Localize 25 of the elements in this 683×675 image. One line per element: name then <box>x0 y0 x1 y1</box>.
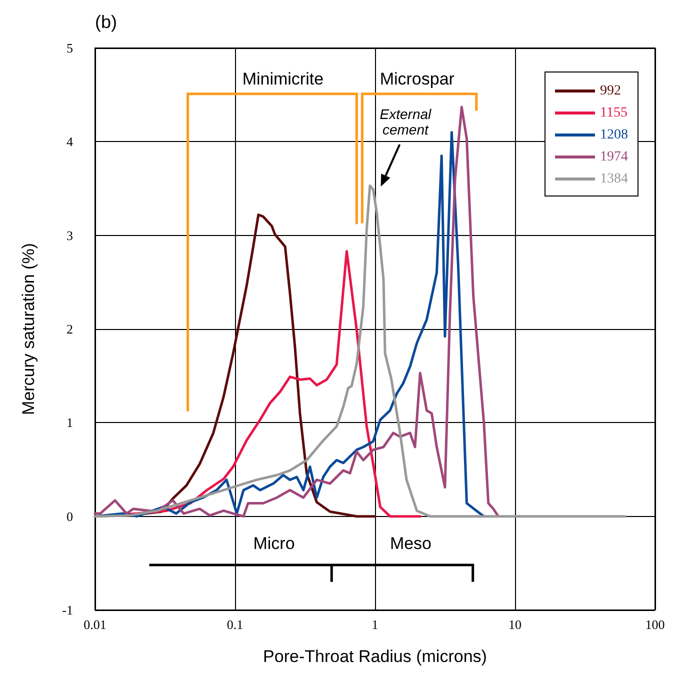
y-axis-title: Mercury saturation (%) <box>19 243 38 415</box>
annotation: Meso <box>390 534 432 553</box>
annotation: Minimicrite <box>242 69 324 88</box>
legend-label: 1974 <box>600 150 628 164</box>
x-tick-label: 0.1 <box>226 617 244 632</box>
annotation: Micro <box>253 534 295 553</box>
legend-label: 1208 <box>600 128 628 142</box>
x-tick-label: 10 <box>508 617 522 632</box>
annotation: Microspar <box>380 69 455 88</box>
x-tick-label: 1 <box>372 617 378 632</box>
chart-title: (b) <box>95 12 117 32</box>
y-tick-label: 4 <box>66 134 74 150</box>
legend-label: 1384 <box>600 172 628 186</box>
y-tick-label: 5 <box>66 40 73 56</box>
legend-label: 1155 <box>600 106 628 120</box>
y-tick-label: 3 <box>66 228 73 243</box>
y-tick-label: 2 <box>66 322 73 336</box>
x-tick-label: 0.01 <box>84 617 106 632</box>
y-tick-label: 0 <box>66 508 73 524</box>
annotation: External cement <box>380 106 432 138</box>
y-tick-label: -1 <box>62 602 73 618</box>
legend-label: 992 <box>600 84 621 98</box>
y-tick-label: 1 <box>66 415 73 430</box>
x-tick-label: 100 <box>645 617 665 632</box>
x-axis-title: Pore-Throat Radius (microns) <box>263 647 487 666</box>
